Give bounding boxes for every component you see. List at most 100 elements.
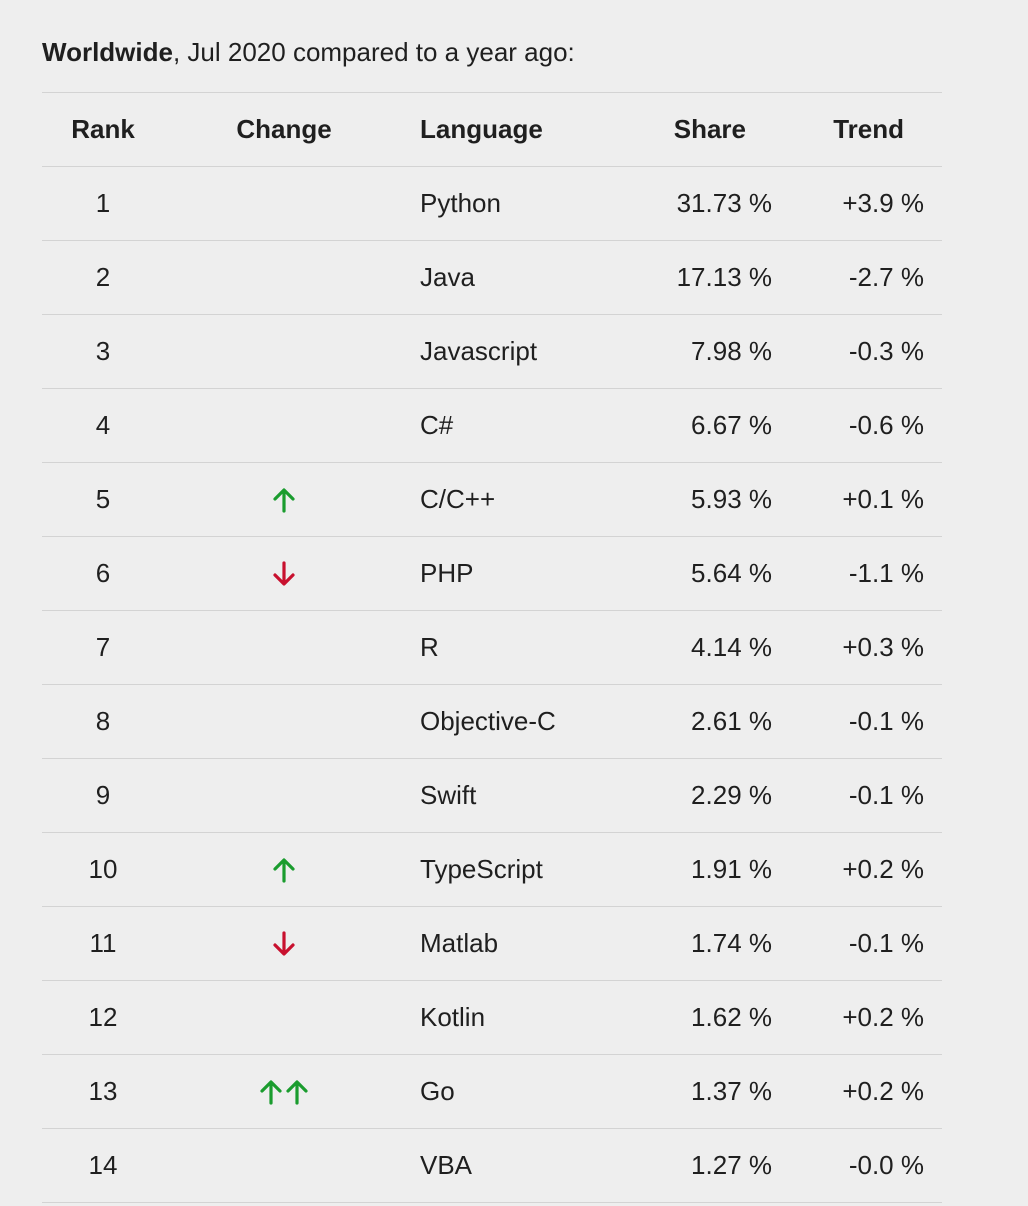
table-row: 10 TypeScript 1.91 % +0.2 % xyxy=(42,833,942,907)
language-cell: Matlab xyxy=(420,928,499,958)
table-body: 1 Python 31.73 % +3.9 % 2 Java 17.13 % -2.7 % 3 J… xyxy=(42,167,942,1203)
trend-cell: +0.2 % xyxy=(842,1076,924,1106)
table-row: 13 Go 1.37 % +0.2 % xyxy=(42,1055,942,1129)
share-cell: 31.73 % xyxy=(676,188,772,218)
language-cell: R xyxy=(420,632,439,662)
table-header: Rank Change Language Share Trend xyxy=(42,93,942,167)
share-cell: 6.67 % xyxy=(691,410,772,440)
trend-cell: -0.6 % xyxy=(848,410,924,440)
arrow-down-icon xyxy=(273,560,295,586)
rank-cell: 1 xyxy=(95,188,111,218)
trend-cell: -0.1 % xyxy=(848,706,924,736)
change-cell xyxy=(182,537,386,610)
column-header-language: Language xyxy=(420,114,543,144)
share-cell: 1.74 % xyxy=(691,928,772,958)
trend-cell: -0.3 % xyxy=(848,336,924,366)
share-cell: 1.37 % xyxy=(691,1076,772,1106)
column-header-rank: Rank xyxy=(71,114,135,144)
share-cell: 2.29 % xyxy=(691,780,772,810)
column-header-trend: Trend xyxy=(833,114,904,144)
rank-cell: 11 xyxy=(89,928,117,958)
share-cell: 7.98 % xyxy=(691,336,772,366)
trend-cell: -1.1 % xyxy=(848,558,924,588)
column-header-change: Change xyxy=(236,114,332,144)
table-row: 9 Swift 2.29 % -0.1 % xyxy=(42,759,942,833)
trend-cell: +0.2 % xyxy=(842,1002,924,1032)
rank-cell: 13 xyxy=(88,1076,118,1106)
share-cell: 5.64 % xyxy=(691,558,772,588)
language-cell: Java xyxy=(420,262,475,292)
change-cell xyxy=(182,833,386,906)
table-row: 1 Python 31.73 % +3.9 % xyxy=(42,167,942,241)
language-cell: TypeScript xyxy=(420,854,543,884)
change-cell xyxy=(182,167,386,240)
table-row: 4 C# 6.67 % -0.6 % xyxy=(42,389,942,463)
change-cell xyxy=(182,611,386,684)
trend-cell: -0.1 % xyxy=(848,780,924,810)
change-cell xyxy=(182,389,386,462)
rank-cell: 5 xyxy=(95,484,111,514)
change-cell xyxy=(182,759,386,832)
share-cell: 17.13 % xyxy=(676,262,772,292)
change-cell xyxy=(182,685,386,758)
table-row: 2 Java 17.13 % -2.7 % xyxy=(42,241,942,315)
rank-cell: 8 xyxy=(95,706,111,736)
page-heading: Worldwide, Jul 2020 compared to a year a… xyxy=(42,32,575,72)
change-cell xyxy=(182,1129,386,1202)
rank-cell: 4 xyxy=(95,410,111,440)
table-row: 6 PHP 5.64 % -1.1 % xyxy=(42,537,942,611)
change-cell xyxy=(182,463,386,536)
rank-cell: 6 xyxy=(95,558,111,588)
table-row: 5 C/C++ 5.93 % +0.1 % xyxy=(42,463,942,537)
trend-cell: +3.9 % xyxy=(842,188,924,218)
language-cell: VBA xyxy=(420,1150,473,1180)
share-cell: 4.14 % xyxy=(691,632,772,662)
heading-region: Worldwide xyxy=(42,37,173,67)
table-row: 11 Matlab 1.74 % -0.1 % xyxy=(42,907,942,981)
rank-cell: 9 xyxy=(95,780,111,810)
share-cell: 2.61 % xyxy=(691,706,772,736)
change-cell xyxy=(182,241,386,314)
change-cell xyxy=(182,315,386,388)
language-cell: C/C++ xyxy=(420,484,496,514)
share-cell: 1.27 % xyxy=(691,1150,772,1180)
language-cell: Go xyxy=(420,1076,455,1106)
table-row: 7 R 4.14 % +0.3 % xyxy=(42,611,942,685)
rank-cell: 2 xyxy=(95,262,111,292)
column-header-share: Share xyxy=(673,114,746,144)
trend-cell: +0.3 % xyxy=(842,632,924,662)
arrow-up-icon xyxy=(260,1079,282,1105)
table-row: 12 Kotlin 1.62 % +0.2 % xyxy=(42,981,942,1055)
arrow-up-icon xyxy=(273,857,295,883)
arrow-down-icon xyxy=(273,930,295,956)
change-cell xyxy=(182,981,386,1054)
language-cell: Python xyxy=(420,188,501,218)
trend-cell: +0.2 % xyxy=(842,854,924,884)
arrow-up-icon xyxy=(273,487,295,513)
trend-cell: -2.7 % xyxy=(848,262,924,292)
trend-cell: -0.0 % xyxy=(848,1150,924,1180)
trend-cell: +0.1 % xyxy=(842,484,924,514)
change-cell xyxy=(182,1055,386,1128)
language-cell: Swift xyxy=(420,780,477,810)
share-cell: 5.93 % xyxy=(691,484,772,514)
language-cell: Objective-C xyxy=(420,706,556,736)
share-cell: 1.62 % xyxy=(691,1002,772,1032)
heading-subtitle: , Jul 2020 compared to a year ago: xyxy=(172,37,575,67)
language-cell: Javascript xyxy=(420,336,538,366)
language-cell: C# xyxy=(420,410,454,440)
rank-cell: 14 xyxy=(88,1150,118,1180)
change-cell xyxy=(182,907,386,980)
rank-cell: 7 xyxy=(95,632,111,662)
share-cell: 1.91 % xyxy=(691,854,772,884)
rank-cell: 10 xyxy=(88,854,118,884)
trend-cell: -0.1 % xyxy=(848,928,924,958)
language-cell: Kotlin xyxy=(420,1002,486,1032)
rank-cell: 3 xyxy=(95,336,111,366)
table-row: 14 VBA 1.27 % -0.0 % xyxy=(42,1129,942,1203)
table-row: 3 Javascript 7.98 % -0.3 % xyxy=(42,315,942,389)
rank-cell: 12 xyxy=(88,1002,118,1032)
language-cell: PHP xyxy=(420,558,474,588)
ranking-table: Rank Change Language Share Trend 1 Python… xyxy=(42,92,942,1203)
arrow-up-icon xyxy=(286,1079,308,1105)
